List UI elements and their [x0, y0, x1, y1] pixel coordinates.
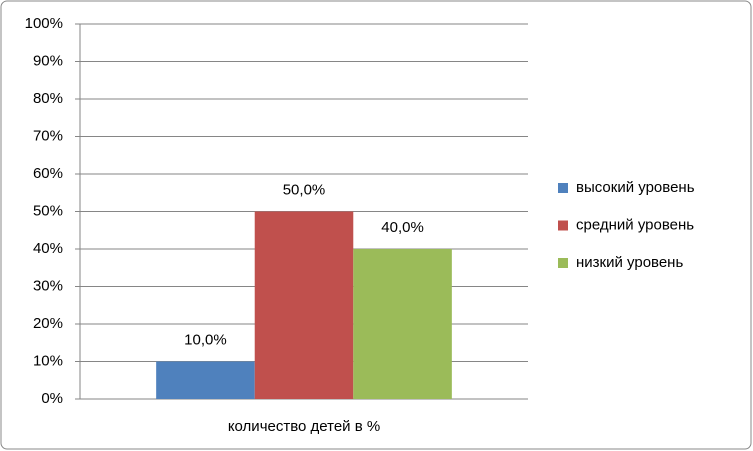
y-tick-label: 90% — [33, 52, 63, 69]
bar — [353, 249, 452, 399]
y-tick-label: 50% — [33, 202, 63, 219]
y-tick-label: 60% — [33, 165, 63, 182]
legend-label: низкий уровень — [576, 254, 683, 271]
y-tick-label: 30% — [33, 277, 63, 294]
y-tick-label: 80% — [33, 90, 63, 107]
legend-label: средний уровень — [576, 216, 694, 233]
data-label: 10,0% — [184, 331, 227, 348]
data-label: 50,0% — [283, 181, 326, 198]
legend-swatch — [558, 183, 568, 193]
legend-swatch — [558, 220, 568, 231]
x-tick-label: количество детей в % — [228, 418, 380, 435]
y-tick-label: 10% — [33, 352, 63, 369]
y-tick-label: 0% — [41, 390, 63, 407]
y-tick-label: 20% — [33, 315, 63, 332]
y-tick-label: 40% — [33, 240, 63, 257]
bar — [254, 211, 354, 399]
y-tick-label: 70% — [33, 127, 63, 144]
legend-label: высокий уровень — [576, 179, 695, 196]
y-tick-label: 100% — [25, 15, 63, 32]
data-label: 40,0% — [381, 219, 424, 236]
bar — [156, 361, 255, 399]
legend-swatch — [558, 258, 568, 268]
